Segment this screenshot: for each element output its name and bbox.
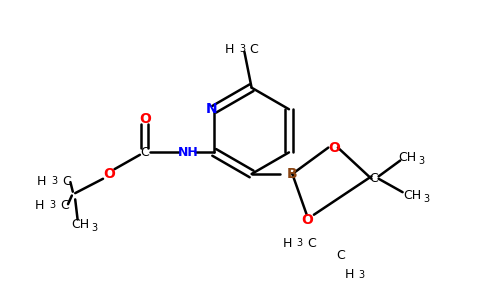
Text: C: C (369, 172, 378, 185)
Text: CH: CH (71, 218, 89, 231)
Text: H: H (37, 175, 46, 188)
Text: NH: NH (178, 146, 198, 159)
Text: CH: CH (398, 151, 416, 164)
Text: O: O (103, 167, 115, 181)
Text: B: B (287, 167, 298, 181)
Text: H: H (283, 237, 292, 250)
Text: C: C (307, 237, 316, 250)
Text: 3: 3 (359, 270, 365, 280)
Text: C: C (336, 249, 345, 262)
Text: C: C (250, 43, 258, 56)
Text: C: C (62, 175, 72, 188)
Text: H: H (345, 268, 355, 281)
Text: CH: CH (403, 189, 421, 202)
Text: O: O (139, 112, 151, 126)
Text: N: N (206, 102, 218, 116)
Text: 3: 3 (419, 155, 425, 166)
Text: 3: 3 (239, 44, 245, 54)
Text: 3: 3 (91, 223, 97, 233)
Text: 3: 3 (297, 238, 302, 248)
Text: H: H (34, 199, 44, 212)
Text: O: O (328, 141, 340, 154)
Text: 3: 3 (49, 200, 55, 210)
Text: H: H (225, 43, 234, 56)
Text: 3: 3 (424, 194, 430, 204)
Text: 3: 3 (51, 176, 58, 186)
Text: O: O (301, 212, 313, 226)
Text: C: C (140, 146, 149, 159)
Text: C: C (60, 199, 69, 212)
